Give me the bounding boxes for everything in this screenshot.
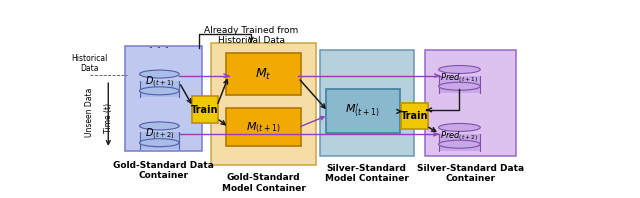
- Text: $Pred_{(t+1)}$: $Pred_{(t+1)}$: [440, 71, 479, 85]
- Text: $D_{(t+2)}$: $D_{(t+2)}$: [145, 127, 174, 142]
- FancyBboxPatch shape: [191, 96, 218, 123]
- FancyBboxPatch shape: [227, 53, 301, 95]
- Text: Gold-Standard Data
Container: Gold-Standard Data Container: [113, 161, 214, 180]
- FancyBboxPatch shape: [211, 43, 316, 165]
- Text: Unseen Data: Unseen Data: [85, 88, 95, 137]
- Text: Silver-Standard Data
Container: Silver-Standard Data Container: [417, 164, 524, 183]
- FancyBboxPatch shape: [438, 134, 480, 151]
- Ellipse shape: [438, 140, 480, 148]
- FancyBboxPatch shape: [326, 89, 400, 133]
- Text: $Pred_{(t+2)}$: $Pred_{(t+2)}$: [440, 129, 479, 143]
- Text: Historical
Data: Historical Data: [72, 54, 108, 73]
- FancyBboxPatch shape: [401, 103, 428, 129]
- FancyBboxPatch shape: [140, 132, 179, 149]
- Text: $M_{(t+1)}$: $M_{(t+1)}$: [246, 120, 281, 135]
- Text: Time (t): Time (t): [104, 103, 113, 133]
- Text: Gold-Standard
Model Container: Gold-Standard Model Container: [221, 173, 305, 193]
- Text: $M_t$: $M_t$: [255, 67, 272, 82]
- Ellipse shape: [438, 82, 480, 90]
- FancyBboxPatch shape: [438, 76, 480, 93]
- Text: Train: Train: [191, 105, 219, 114]
- Text: Already Trained from
Historical Data: Already Trained from Historical Data: [204, 26, 298, 46]
- Text: $D_{(t+1)}$: $D_{(t+1)}$: [145, 75, 174, 90]
- Ellipse shape: [140, 139, 179, 147]
- Ellipse shape: [140, 70, 179, 78]
- FancyBboxPatch shape: [125, 46, 202, 151]
- FancyBboxPatch shape: [319, 50, 414, 156]
- FancyBboxPatch shape: [227, 108, 301, 147]
- Ellipse shape: [140, 122, 179, 130]
- FancyBboxPatch shape: [425, 50, 516, 156]
- Text: $M^{\prime}_{(t+1)}$: $M^{\prime}_{(t+1)}$: [346, 102, 380, 119]
- Text: Train: Train: [401, 111, 428, 121]
- FancyBboxPatch shape: [140, 81, 179, 97]
- Ellipse shape: [140, 87, 179, 95]
- Text: · · ·: · · ·: [149, 42, 170, 55]
- Ellipse shape: [438, 123, 480, 131]
- Text: Silver-Standard
Model Container: Silver-Standard Model Container: [324, 164, 408, 183]
- Ellipse shape: [438, 66, 480, 73]
